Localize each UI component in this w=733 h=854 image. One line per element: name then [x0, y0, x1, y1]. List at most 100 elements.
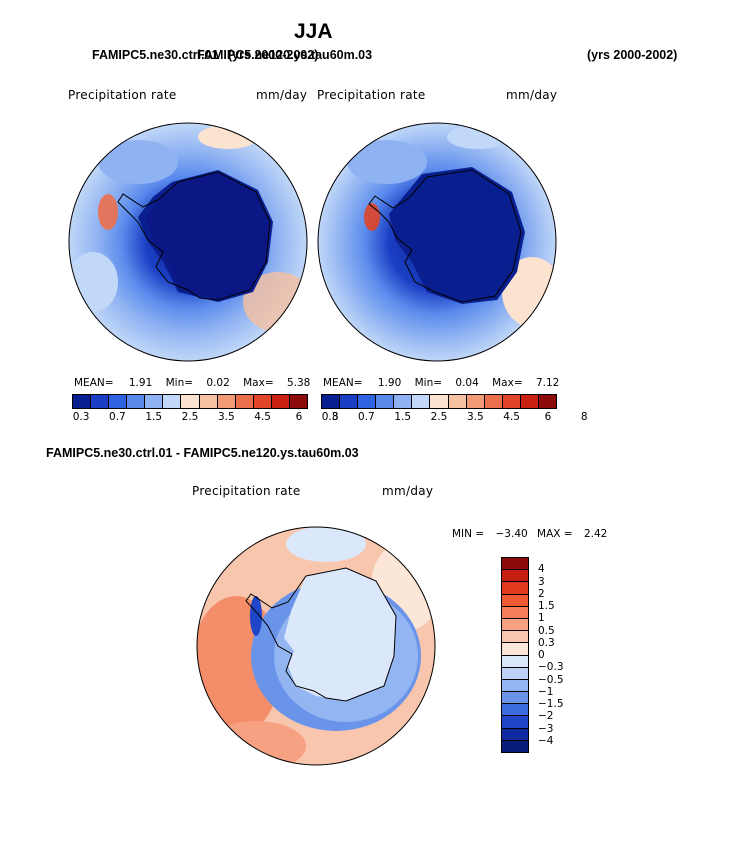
colorbar-swatch [253, 395, 272, 408]
subtitle-case-a: FAMIPC5.ne30.ctrl.01 [92, 48, 219, 62]
colorbar-tick-label: −0.3 [538, 661, 564, 674]
colorbar-swatch [322, 395, 341, 408]
colorbar-swatch [502, 582, 528, 595]
colorbar-panel1-ticks: 0.3 0.7 1.5 2.5 3.5 4.5 6 8 [72, 411, 339, 425]
colorbar-panel2 [321, 394, 557, 409]
colorbar-tick-label: −0.5 [538, 673, 564, 686]
colorbar-tick-label: 0.7 [109, 411, 126, 423]
colorbar-swatch [502, 716, 528, 729]
diff-stats: MIN = −3.40 MAX = 2.42 [452, 528, 607, 540]
panel2-field-label: Precipitation rate [317, 88, 426, 102]
colorbar-swatch [448, 395, 467, 408]
colorbar-swatch [181, 395, 200, 408]
colorbar-swatch [466, 395, 485, 408]
colorbar-tick-label: 1.5 [145, 411, 163, 423]
colorbar-swatch [235, 395, 254, 408]
colorbar-swatch [502, 679, 528, 693]
page-title: JJA [294, 20, 333, 43]
polar-map-difference [196, 526, 436, 766]
colorbar-tick-label: 0.3 [321, 411, 339, 423]
colorbar-swatch [127, 395, 146, 408]
polar-map-ne120 [317, 122, 557, 362]
colorbar-swatch [340, 395, 359, 408]
colorbar-swatch [502, 618, 528, 632]
colorbar-tick-label: −2 [538, 710, 554, 723]
panel1-mean: 1.91 [128, 377, 153, 389]
colorbar-swatch [109, 395, 128, 408]
colorbar-difference-ticks: 4 3 2 1.5 1 0.5 0.3 0 −0.3 −0.5 −1 −1.5 −2 −3 −4 [538, 557, 578, 753]
colorbar-tick-label: 2.5 [181, 411, 199, 423]
panel2-mean-label: MEAN= [323, 377, 363, 389]
panel1-max: 5.38 [286, 377, 311, 389]
colorbar-tick-label: −1 [538, 685, 554, 698]
colorbar-tick-label: 4.5 [254, 411, 271, 423]
colorbar-tick-label: 0.7 [358, 411, 375, 423]
panel1-mean-label: MEAN= [74, 377, 114, 389]
diff-min-label: MIN = [452, 528, 485, 540]
colorbar-swatch [538, 395, 557, 408]
colorbar-swatch [145, 395, 164, 408]
diff-min: −3.40 [495, 528, 528, 540]
colorbar-swatch [430, 395, 449, 408]
panel2-units-label: mm/day [506, 88, 558, 102]
panel1-min: 0.02 [206, 377, 230, 389]
colorbar-swatch [394, 395, 413, 408]
colorbar-tick-label: 8 [580, 411, 588, 423]
diff-max-label: MAX = [537, 528, 573, 540]
panel2-stats: MEAN= 1.90 Min= 0.04 Max= 7.12 [323, 377, 559, 389]
panel2-max-label: Max= [492, 377, 523, 389]
colorbar-swatch [163, 395, 182, 408]
colorbar-swatch [199, 395, 218, 408]
colorbar-swatch [502, 667, 528, 680]
panel2-min: 0.04 [455, 377, 479, 389]
colorbar-swatch [502, 558, 528, 571]
colorbar-swatch [73, 395, 92, 408]
colorbar-swatch [358, 395, 377, 408]
colorbar-tick-label: 1.5 [394, 411, 412, 423]
colorbar-swatch [502, 740, 528, 752]
colorbar-swatch [502, 692, 528, 705]
colorbar-tick-label: 1 [538, 612, 545, 625]
colorbar-swatch [217, 395, 236, 408]
polar-map-ctrl [68, 122, 308, 362]
colorbar-tick-label: 3 [538, 575, 545, 588]
panel1-min-label: Min= [165, 377, 194, 389]
colorbar-swatch [502, 704, 528, 717]
colorbar-swatch [289, 395, 308, 408]
colorbar-tick-label: 4 [538, 563, 545, 576]
diff-units-label: mm/day [382, 484, 434, 498]
colorbar-tick-label: 6 [544, 411, 552, 423]
colorbar-tick-label: 6 [295, 411, 303, 423]
colorbar-swatch [412, 395, 431, 408]
colorbar-tick-label: −1.5 [538, 698, 564, 710]
colorbar-swatch [502, 655, 528, 668]
subtitle-case-b: FAMIPC5.ne120.ys.tau60m.03 [197, 48, 373, 62]
colorbar-tick-label: 0.3 [72, 411, 90, 423]
colorbar-difference [501, 557, 529, 753]
colorbar-tick-label: 2.5 [430, 411, 448, 423]
coastline [117, 171, 271, 301]
colorbar-swatch [520, 395, 539, 408]
colorbar-tick-label: 3.5 [466, 411, 484, 423]
diff-max: 2.42 [583, 528, 608, 540]
colorbar-swatch [502, 631, 528, 644]
colorbar-tick-label: 0.5 [538, 624, 555, 637]
colorbar-swatch [502, 594, 528, 607]
colorbar-panel1 [72, 394, 308, 409]
colorbar-tick-label: 0.3 [538, 636, 555, 649]
colorbar-swatch [376, 395, 395, 408]
diff-field-label: Precipitation rate [192, 484, 301, 498]
colorbar-swatch [502, 643, 528, 656]
colorbar-swatch [502, 570, 528, 583]
colorbar-tick-label: −4 [538, 734, 554, 747]
colorbar-tick-label: 3.5 [217, 411, 235, 423]
panel1-field-label: Precipitation rate [68, 88, 177, 102]
difference-title: FAMIPC5.ne30.ctrl.01 - FAMIPC5.ne120.ys.… [46, 446, 359, 460]
colorbar-panel2-ticks: 0.3 0.7 1.5 2.5 3.5 4.5 6 8 [321, 411, 588, 425]
colorbar-swatch [271, 395, 290, 408]
colorbar-tick-label: 8 [331, 411, 339, 423]
colorbar-tick-label: 0 [538, 649, 545, 661]
panel1-max-label: Max= [243, 377, 274, 389]
colorbar-tick-label: 2 [538, 587, 545, 600]
colorbar-swatch [502, 728, 528, 741]
